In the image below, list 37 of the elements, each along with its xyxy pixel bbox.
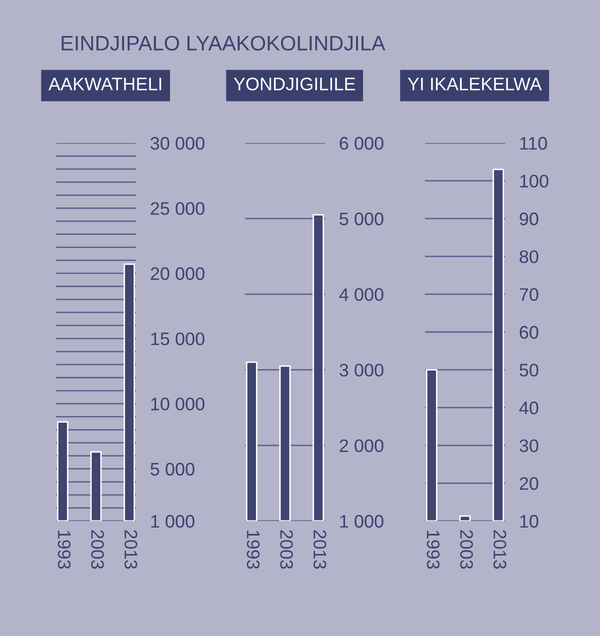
x-tick-label: 2013 xyxy=(493,530,506,569)
y-tick-label: 20 000 xyxy=(150,267,204,280)
y-tick-label: 100 xyxy=(520,174,548,188)
y-tick-label: 25 000 xyxy=(150,202,204,215)
y-tick-label: 60 xyxy=(520,326,538,339)
y-tick-label: 70 xyxy=(520,288,538,301)
y-tick-label: 40 xyxy=(519,402,538,414)
y-tick-label: 10 000 xyxy=(151,398,204,410)
y-tick-label: 20 xyxy=(520,477,538,490)
y-tick-label: 30 000 xyxy=(150,136,204,150)
x-tick-label: 1993 xyxy=(426,530,440,569)
y-tick-label: 4 000 xyxy=(339,288,384,301)
y-tick-label: 6 000 xyxy=(340,136,384,150)
chart-title: YONDJIGILILE xyxy=(234,78,356,90)
x-tick-label: 2013 xyxy=(124,530,138,569)
chart-title: AAKWATHELI xyxy=(48,78,162,90)
y-tick-label: 1 000 xyxy=(340,514,384,528)
x-tick-label: 2003 xyxy=(280,530,293,569)
y-tick-label: 15 000 xyxy=(151,332,204,346)
y-tick-label: 2 000 xyxy=(340,439,384,452)
y-tick-label: 3 000 xyxy=(340,364,384,377)
x-tick-label: 1993 xyxy=(58,530,71,569)
y-tick-label: 50 xyxy=(520,364,538,377)
y-tick-label: 110 xyxy=(520,136,547,150)
y-tick-label: 1 000 xyxy=(151,514,194,528)
y-tick-label: 90 xyxy=(520,212,538,226)
y-tick-label: 30 xyxy=(520,439,538,452)
x-tick-label: 2013 xyxy=(313,530,326,569)
y-tick-label: 10 xyxy=(520,514,538,528)
text: EINDJIPALO LYAAKOKOLINDJILA xyxy=(62,36,386,51)
chart-title: YI IKALEKELWA xyxy=(408,78,542,90)
x-tick-label: 2003 xyxy=(91,530,104,569)
y-tick-label: 80 xyxy=(520,250,538,264)
y-tick-label: 5 000 xyxy=(150,462,194,476)
x-tick-label: 1993 xyxy=(246,530,260,569)
y-tick-label: 5 000 xyxy=(340,212,384,226)
x-tick-label: 2003 xyxy=(460,530,473,569)
